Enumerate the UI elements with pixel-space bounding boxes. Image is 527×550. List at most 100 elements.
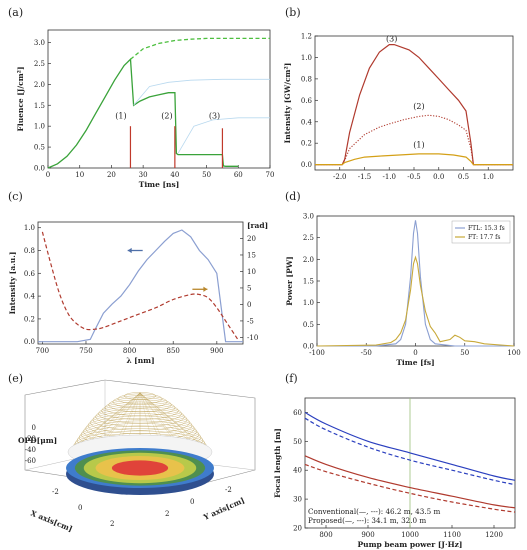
surface-meridian	[104, 392, 141, 439]
y-tick-label: 3.0	[303, 213, 314, 221]
y-tick-label: 0.0	[34, 165, 45, 173]
surface-meridian	[79, 392, 141, 445]
intensity-curve	[315, 114, 513, 166]
spectrum-curve	[38, 229, 243, 343]
surface-meridian	[90, 392, 141, 442]
power-curve	[317, 220, 514, 347]
y-axis-label: Focal length [m]	[273, 428, 282, 498]
y-axis-label: Fluence [J/cm²]	[16, 67, 25, 132]
y-tick-label: 0.4	[301, 118, 313, 126]
focal-length-curve	[304, 463, 516, 513]
x-axis-label: X axis[cm]	[29, 509, 74, 534]
x-tick-label: 20	[107, 171, 116, 179]
x-tick-label: 0	[413, 349, 417, 357]
series-line-faint	[177, 117, 270, 154]
x-tick-label: 750	[79, 347, 92, 355]
y-tick-label: 60	[293, 409, 302, 417]
arrow-head	[127, 247, 132, 254]
x-tick-label: 800	[123, 347, 136, 355]
x-tick-label: -0.5	[407, 173, 421, 181]
x-tick-label: 1200	[485, 531, 503, 539]
pulse-label: (3)	[209, 112, 220, 121]
y2-tick-label: -5	[247, 317, 254, 325]
x-tick-label: -2.0	[333, 173, 347, 181]
z-tick-label: -40	[25, 446, 36, 454]
x-tick-label: 700	[36, 347, 49, 355]
surface-meridian	[72, 392, 141, 449]
y-axis-label: Y axis[cm]	[201, 496, 246, 523]
panel-label-b: (b)	[285, 6, 301, 19]
panel-label-d: (d)	[285, 190, 301, 203]
y-tick-label: 0.0	[301, 161, 312, 169]
y-tick-label: 0	[190, 498, 194, 506]
x-tick-label: 0.0	[433, 173, 444, 181]
x-tick-label: 0	[78, 504, 82, 512]
series-line-solid	[47, 57, 239, 169]
y-tick-label: 0.0	[303, 343, 314, 351]
y2-tick-label: -10	[247, 334, 258, 342]
y-tick-label: 1.0	[303, 299, 314, 307]
x-tick-label: 1100	[443, 531, 461, 539]
x-tick-label: 900	[361, 531, 374, 539]
x-tick-label: 40	[170, 171, 179, 179]
y-tick-label: 50	[293, 438, 302, 446]
x-tick-label: 60	[234, 171, 243, 179]
y-tick-label: 1.5	[34, 102, 45, 110]
y-tick-label: 2.5	[34, 60, 45, 68]
y-tick-label: 0.0	[24, 338, 35, 346]
focal-length-curve	[304, 417, 516, 486]
intensity-curve	[315, 153, 513, 166]
surface-meridian	[139, 392, 190, 442]
focal-length-curve	[304, 411, 516, 481]
chart-a: 0 10 20 30 40 50 60 70 0.0 0.5 1.0 1.5 2.0 2.5 3.0 Time…	[16, 29, 275, 189]
y-tick-label: 0.5	[34, 144, 45, 152]
z-axis-label: OPD[μm]	[18, 436, 57, 445]
y-tick-label: 2.5	[303, 234, 314, 242]
x-tick-label: 100	[507, 349, 520, 357]
y-tick-label: 1.5	[303, 278, 314, 286]
x-tick-label: 800	[319, 531, 332, 539]
y-tick-label: 1.0	[24, 224, 35, 232]
y-axis-label: Power [PW]	[285, 256, 294, 305]
x-tick-label: 0	[46, 171, 50, 179]
y-tick-label: 1.0	[301, 54, 312, 62]
x-tick-label: 10	[75, 171, 84, 179]
y-tick-label: 40	[293, 467, 302, 475]
y-tick-label: 3.0	[34, 39, 45, 47]
z-tick-label: 0	[32, 424, 36, 432]
y2-tick-label: 20	[247, 235, 256, 243]
y-tick-label: 1.0	[34, 123, 45, 131]
chart-c: 700 750 800 850 900 0.0 0.2 0.4 0.6 0.8 1.0 λ [nm] I…	[8, 221, 268, 365]
focal-length-note: Conventional(—, ---): 46.2 m, 43.5 m	[308, 507, 440, 516]
y-tick-label: 1.2	[301, 33, 312, 41]
x-tick-label: 30	[139, 171, 148, 179]
x-tick-label: 1000	[401, 531, 419, 539]
x-axis-label: λ [nm]	[126, 356, 154, 365]
y-tick-label: -2	[225, 486, 232, 494]
x-tick-label: 70	[266, 171, 275, 179]
y-tick-label: 0.6	[24, 270, 36, 278]
y-tick-label: 0.8	[301, 75, 312, 83]
y-tick-label: 30	[293, 496, 302, 504]
chart-d: -100 -50 0 50 100 0.0 0.5 1.0 1.5 2.0 2.5 3.0 Time […	[285, 213, 521, 368]
y-tick-label: 0.2	[301, 140, 312, 148]
y-axis-label: Intensity [GW/cm²]	[283, 63, 292, 144]
surface-meridian	[139, 392, 176, 439]
phase-curve	[41, 231, 240, 342]
x-tick-label: 50	[460, 349, 469, 357]
x-axis-label: Time [ns]	[139, 180, 180, 189]
panel-label-a: (a)	[8, 6, 23, 19]
y-tick-label: 0.4	[24, 293, 36, 301]
chart-f: 800 900 1000 1100 1200 20 30 40 50 60 Pump beam po…	[273, 397, 516, 549]
projection-contour	[111, 460, 169, 476]
x-tick-label: 900	[210, 347, 223, 355]
x-tick-label: 1.0	[483, 173, 494, 181]
y2-tick-label: 5	[247, 284, 251, 292]
x-tick-label: -50	[361, 349, 372, 357]
curve-label: (2)	[413, 102, 424, 111]
x-tick-label: -1.5	[358, 173, 372, 181]
plot-frame	[37, 221, 244, 345]
y2-tick-label: 0	[247, 301, 251, 309]
